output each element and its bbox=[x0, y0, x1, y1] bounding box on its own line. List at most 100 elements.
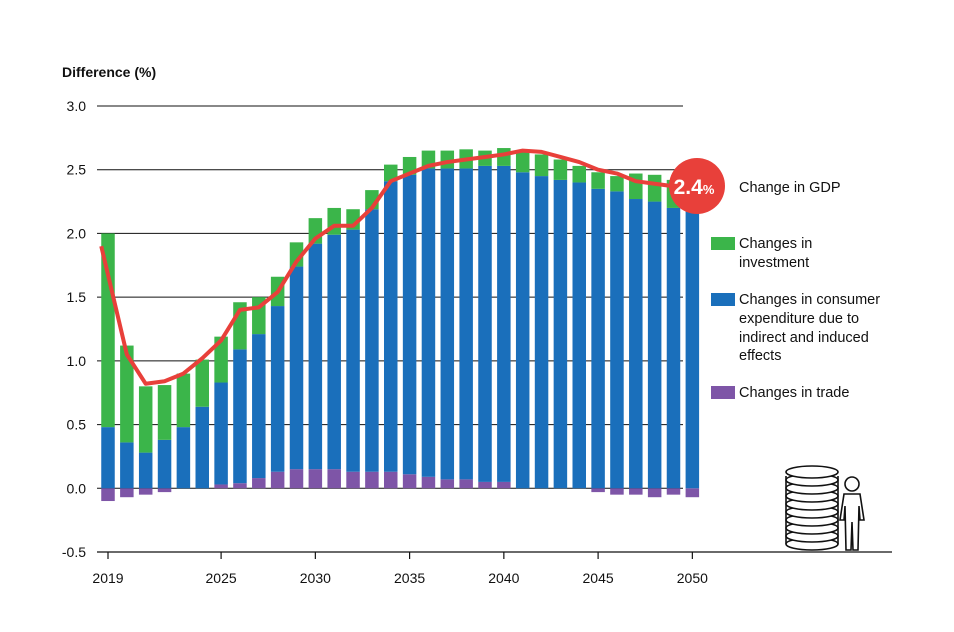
y-tick-label: 0.0 bbox=[67, 480, 87, 496]
bar-trade bbox=[478, 481, 492, 489]
bar-trade bbox=[365, 471, 379, 489]
bar-consumer bbox=[176, 427, 191, 489]
x-tick-label: 2035 bbox=[394, 570, 425, 586]
y-tick-label: 2.0 bbox=[67, 225, 87, 241]
bar-trade bbox=[233, 483, 247, 489]
legend-trade-swatch bbox=[711, 386, 735, 399]
bar-consumer bbox=[138, 452, 153, 489]
coin-stack-and-person-icon bbox=[785, 465, 865, 551]
legend-consumer-label-1: Changes in consumer bbox=[739, 292, 880, 308]
x-tick-label: 2019 bbox=[92, 570, 123, 586]
x-axis: 2019 2025 2030 2035 2040 2045 2050 bbox=[92, 551, 892, 586]
bar-consumer bbox=[534, 176, 549, 489]
bar-consumer bbox=[270, 306, 285, 472]
gdp-badge-value: 2.4 bbox=[674, 176, 704, 199]
bars bbox=[101, 148, 700, 502]
bar-investment bbox=[157, 385, 172, 440]
bar-consumer bbox=[365, 209, 379, 472]
bar-investment bbox=[553, 159, 568, 180]
gdp-badge-unit: % bbox=[703, 182, 715, 197]
bar-consumer bbox=[478, 165, 492, 482]
bar-trade bbox=[497, 481, 511, 489]
legend-gdp-label: Change in GDP bbox=[739, 180, 841, 196]
svg-text:2.4%: 2.4% bbox=[674, 176, 715, 199]
bar-trade bbox=[421, 476, 436, 489]
bar-trade bbox=[346, 471, 360, 489]
y-tick-labels: 3.0 2.5 2.0 1.5 1.0 0.5 0.0 -0.5 bbox=[62, 98, 86, 560]
bar-investment bbox=[176, 373, 191, 428]
bar-consumer bbox=[346, 229, 360, 472]
legend-investment-label-1: Changes in bbox=[739, 236, 812, 252]
legend-trade-label: Changes in trade bbox=[739, 385, 849, 401]
bar-consumer bbox=[195, 406, 209, 489]
bar-trade bbox=[647, 488, 662, 498]
y-axis-title: Difference (%) bbox=[62, 64, 156, 80]
bar-consumer bbox=[572, 182, 586, 489]
bar-consumer bbox=[515, 172, 530, 489]
bar-trade bbox=[629, 488, 643, 495]
bar-consumer bbox=[308, 243, 323, 470]
y-tick-label: 1.0 bbox=[67, 353, 87, 369]
bar-trade bbox=[440, 479, 455, 489]
legend-consumer-label-2: expenditure due to bbox=[739, 311, 859, 327]
bar-consumer bbox=[421, 168, 436, 477]
bar-trade bbox=[214, 484, 228, 489]
bar-trade bbox=[120, 488, 134, 498]
bar-trade bbox=[402, 474, 417, 489]
y-tick-label: 1.5 bbox=[67, 289, 87, 305]
bar-investment bbox=[138, 386, 153, 453]
bar-consumer bbox=[101, 427, 115, 489]
legend-consumer-label-3: indirect and induced bbox=[739, 330, 869, 346]
bar-consumer bbox=[440, 168, 455, 480]
bar-consumer bbox=[289, 266, 304, 470]
bar-investment bbox=[120, 345, 134, 443]
bar-trade bbox=[138, 488, 153, 495]
bar-trade bbox=[289, 469, 304, 489]
gdp-badge: 2.4% bbox=[669, 158, 725, 214]
y-tick-label: -0.5 bbox=[62, 544, 86, 560]
bar-consumer bbox=[629, 199, 643, 489]
gdp-line-group bbox=[99, 148, 695, 386]
x-tick-label: 2025 bbox=[206, 570, 237, 586]
bar-trade bbox=[157, 488, 172, 493]
bar-investment bbox=[647, 174, 662, 202]
bar-investment bbox=[289, 242, 304, 267]
y-tick-label: 2.5 bbox=[67, 162, 87, 178]
bar-consumer bbox=[610, 191, 624, 489]
legend: Change in GDP Changes in investment Chan… bbox=[711, 180, 880, 401]
x-tick-label: 2030 bbox=[300, 570, 331, 586]
legend-investment-swatch bbox=[711, 237, 735, 250]
bar-investment bbox=[384, 164, 398, 182]
y-tick-label: 0.5 bbox=[67, 417, 87, 433]
x-tick-label: 2045 bbox=[583, 570, 614, 586]
bar-consumer bbox=[214, 382, 228, 485]
bar-consumer bbox=[233, 349, 247, 484]
gdp-line bbox=[99, 148, 695, 386]
bar-trade bbox=[252, 478, 266, 489]
bar-consumer bbox=[553, 179, 568, 489]
bar-trade bbox=[685, 488, 700, 498]
legend-consumer-swatch bbox=[711, 293, 735, 306]
bar-investment bbox=[610, 176, 624, 192]
legend-consumer-label-4: effects bbox=[739, 348, 781, 364]
x-tick-label: 2040 bbox=[488, 570, 519, 586]
bar-trade bbox=[384, 471, 398, 489]
gdp-badge-circle bbox=[669, 158, 725, 214]
bar-consumer bbox=[685, 209, 700, 489]
bar-trade bbox=[666, 488, 681, 495]
bar-consumer bbox=[459, 168, 473, 480]
bar-consumer bbox=[591, 188, 605, 489]
bar-consumer bbox=[252, 334, 266, 479]
y-tick-label: 3.0 bbox=[67, 98, 87, 114]
bar-consumer bbox=[666, 207, 681, 489]
bar-trade bbox=[327, 469, 341, 489]
bar-trade bbox=[591, 488, 605, 493]
legend-investment-label-2: investment bbox=[739, 255, 809, 271]
bar-consumer bbox=[384, 181, 398, 472]
bar-investment bbox=[195, 359, 209, 407]
bar-investment bbox=[515, 150, 530, 173]
bar-investment bbox=[572, 165, 586, 183]
bar-investment bbox=[591, 172, 605, 189]
bar-trade bbox=[459, 479, 473, 489]
bar-trade bbox=[308, 469, 323, 489]
